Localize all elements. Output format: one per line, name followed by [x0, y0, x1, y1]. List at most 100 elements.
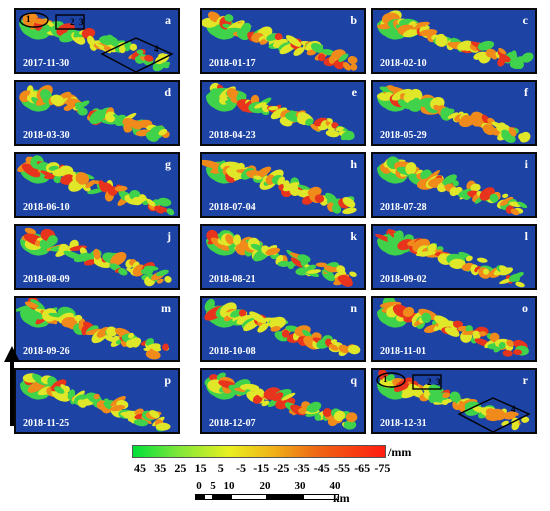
panel-date: 2018-11-25 [23, 418, 70, 429]
colorbar-tick-label: -25 [273, 461, 290, 475]
map-panel-h: h 2018-07-04 [200, 152, 366, 218]
map-panel-q: q 2018-12-07 [200, 368, 366, 434]
panel-label: n [350, 301, 357, 315]
colorbar-tick-label: -15 [253, 461, 270, 475]
panel-date: 2018-01-17 [209, 58, 256, 69]
scale-tick-label: 20 [259, 480, 271, 492]
annotation-number: 3 [79, 17, 84, 27]
glacier-map [202, 11, 358, 71]
annotation-number: 3 [436, 377, 441, 387]
map-panel-e: e 2018-04-23 [200, 80, 366, 146]
colorbar-tick-label: -45 [313, 461, 330, 475]
panel-label: d [164, 85, 171, 99]
annotation-number: 1 [383, 374, 388, 384]
scale-tick-label: 10 [223, 480, 235, 492]
glacier-map: 1 2 3 4 [19, 12, 174, 72]
colorbar-tick-label: -35 [293, 461, 310, 475]
up-arrow-icon [4, 346, 20, 426]
panel-label: g [165, 157, 171, 171]
map-panel-p: p 2018-11-25 [14, 368, 180, 434]
scale-tick-label: 5 [210, 480, 216, 492]
panel-date: 2017-11-30 [23, 58, 70, 69]
panel-date: 2018-04-23 [209, 130, 256, 141]
map-panel-g: g 2018-06-10 [14, 152, 180, 218]
panel-date: 2018-10-08 [209, 346, 256, 357]
map-panel-m: m 2018-09-26 [14, 296, 180, 362]
panel-date: 2018-05-29 [380, 130, 427, 141]
glacier-map [377, 156, 528, 216]
map-panel-n: n 2018-10-08 [200, 296, 366, 362]
map-panel-b: b 2018-01-17 [200, 8, 366, 74]
panel-label: h [350, 157, 357, 171]
map-panel-c: c 2018-02-10 [371, 8, 537, 74]
panel-date: 2018-09-26 [23, 346, 70, 357]
map-panel-i: i 2018-07-28 [371, 152, 537, 218]
scale-tick-label: 40 [329, 480, 341, 492]
panel-label: m [161, 301, 171, 315]
panel-label: b [350, 13, 357, 27]
annotation-number: 2 [427, 377, 432, 387]
glacier-map [16, 298, 169, 360]
panel-label: i [524, 157, 528, 171]
glacier-map [206, 229, 357, 287]
colorbar-tick-label: 5 [217, 461, 224, 475]
annotation-number: 1 [26, 14, 31, 24]
deformation-colorbar [132, 445, 386, 458]
panel-date: 2018-09-02 [380, 274, 427, 285]
glacier-map [19, 85, 170, 142]
map-panel-k: k 2018-08-21 [200, 224, 366, 290]
panel-date: 2018-03-30 [23, 130, 70, 141]
panel-label: j [167, 229, 171, 243]
panel-date: 2018-12-31 [380, 418, 427, 429]
panel-date: 2018-12-07 [209, 418, 256, 429]
panel-date: 2018-07-04 [209, 202, 256, 213]
glacier-map [20, 227, 172, 287]
glacier-map [202, 159, 357, 215]
panel-label: e [351, 85, 357, 99]
panel-label: o [522, 301, 528, 315]
map-panel-r: 1 2 3 4 r 2018-12-31 [371, 368, 537, 434]
colorbar-tick-label: -75 [374, 461, 391, 475]
colorbar-unit: /mm [388, 445, 412, 459]
panel-date: 2018-07-28 [380, 202, 427, 213]
glacier-map [204, 372, 358, 430]
glacier-map [375, 229, 525, 288]
colorbar-tick-label: -65 [354, 461, 371, 475]
annotation-number: 4 [511, 404, 516, 414]
map-panel-o: o 2018-11-01 [371, 296, 537, 362]
map-panel-d: d 2018-03-30 [14, 80, 180, 146]
panel-date: 2018-06-10 [23, 202, 70, 213]
glacier-map [17, 155, 175, 216]
scale-tick-label: 30 [294, 480, 306, 492]
glacier-map [376, 85, 531, 143]
panel-date: 2018-08-21 [209, 274, 256, 285]
map-panel-a: 1 2 3 4 a 2017-11-30 [14, 8, 180, 74]
panel-label: l [524, 229, 528, 243]
panel-label: c [522, 13, 528, 27]
glacier-map [206, 82, 355, 141]
map-panel-l: l 2018-09-02 [371, 224, 537, 290]
colorbar-tick-label: 45 [134, 461, 146, 475]
panel-date: 2018-11-01 [380, 346, 427, 357]
glacier-map [377, 298, 529, 357]
glacier-map [377, 10, 534, 70]
map-panel-f: f 2018-05-29 [371, 80, 537, 146]
panel-date: 2018-02-10 [380, 58, 427, 69]
map-panel-j: j 2018-08-09 [14, 224, 180, 290]
glacier-map: 1 2 3 4 [376, 370, 531, 432]
scale-unit: km [333, 491, 350, 505]
panel-label: q [350, 373, 357, 387]
panel-label: f [524, 85, 528, 99]
annotation-number: 4 [154, 44, 159, 54]
glacier-map [204, 298, 361, 357]
panel-date: 2018-08-09 [23, 274, 70, 285]
panel-label: r [522, 373, 528, 387]
glacier-map [20, 373, 171, 432]
colorbar-tick-label: -5 [236, 461, 246, 475]
annotation-number: 2 [70, 17, 75, 27]
colorbar-tick-label: 35 [154, 461, 167, 475]
colorbar-tick-label: -55 [334, 461, 350, 475]
panel-label: p [164, 373, 171, 387]
colorbar-tick-label: 25 [174, 461, 187, 475]
colorbar-tick-label: 15 [194, 461, 207, 475]
